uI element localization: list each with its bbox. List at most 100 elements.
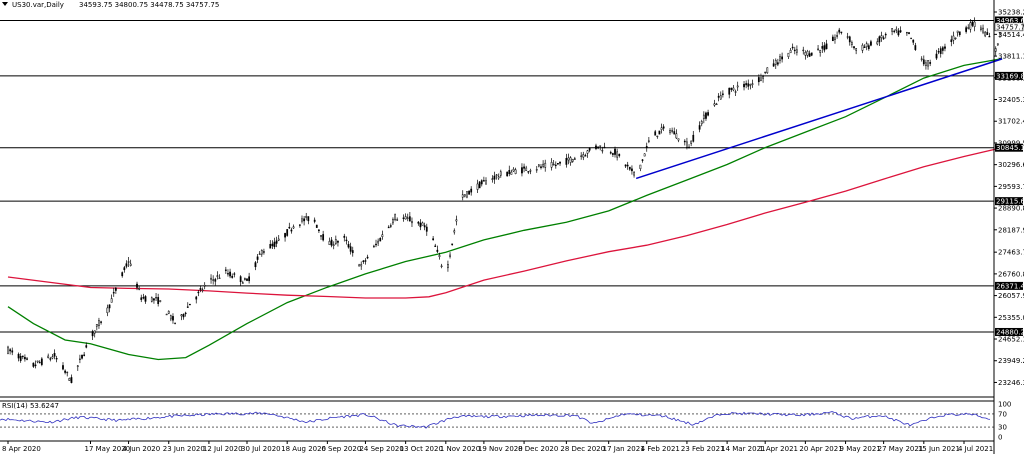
y-tick-label: 32405.30: [998, 96, 1024, 104]
candle-body: [411, 221, 413, 224]
candle-body: [764, 71, 767, 74]
candle-body: [153, 298, 155, 301]
candle-body: [597, 146, 599, 149]
candle-body: [396, 219, 399, 221]
y-tick-label: 23246.30: [998, 379, 1024, 387]
candle-body: [700, 121, 703, 125]
candle-body: [201, 289, 204, 291]
level-label: 33169.87: [996, 72, 1024, 80]
candle-body: [736, 85, 739, 88]
candle-body: [565, 158, 568, 165]
rsi-scale-label: 0: [998, 434, 1002, 442]
candle-body: [506, 171, 509, 177]
candle-body: [461, 194, 464, 198]
rsi-line: [0, 411, 991, 429]
candle-body: [599, 145, 602, 147]
candle-body: [922, 59, 925, 65]
y-tick-label: 35238.20: [998, 9, 1024, 17]
level-label-box: [995, 197, 1023, 206]
candle-body: [419, 222, 422, 228]
candle-body: [641, 159, 644, 161]
candle-body: [150, 297, 153, 302]
candle-body: [239, 276, 242, 283]
candle-body: [402, 217, 405, 219]
x-tick-label: 1 Nov 2020: [440, 445, 480, 453]
candle-body: [810, 52, 813, 56]
candle-body: [647, 140, 650, 142]
candle-body: [867, 45, 870, 49]
candle-body: [662, 126, 665, 129]
level-label-box: [995, 327, 1023, 336]
candle-body: [569, 157, 572, 163]
candle-body: [878, 36, 881, 43]
candle-body: [322, 234, 325, 241]
candle-body: [64, 370, 66, 373]
moving-averages: [7, 57, 1003, 361]
candle-body: [971, 21, 974, 26]
candle-body: [821, 46, 824, 49]
candle-body: [307, 216, 310, 222]
candle-body: [269, 244, 272, 249]
x-tick-label: 8 Apr 2020: [2, 445, 41, 453]
candle-body: [478, 181, 481, 189]
candle-body: [453, 230, 456, 233]
candle-body: [675, 133, 678, 139]
level-label: 29115.64: [996, 198, 1024, 206]
level-label: 26371.49: [996, 282, 1024, 290]
candle-body: [318, 229, 320, 232]
moving-average-line: [7, 146, 1003, 299]
candle-body: [846, 36, 849, 38]
candle-body: [195, 296, 198, 300]
candle-body: [808, 53, 811, 57]
candle-body: [421, 222, 424, 226]
candle-body: [343, 235, 346, 238]
candle-body: [315, 224, 318, 228]
candle-body: [891, 28, 893, 32]
candle-body: [781, 56, 783, 60]
candle-body: [184, 312, 187, 315]
candle-body: [392, 218, 394, 224]
candle-body: [480, 180, 483, 185]
candle-body: [66, 371, 69, 374]
candle-body: [588, 147, 591, 151]
candle-body: [772, 63, 775, 67]
candle-body: [535, 169, 538, 171]
x-tick-label: 28 Dec 2020: [560, 445, 605, 453]
candle-body: [423, 225, 426, 228]
candle-body: [863, 46, 866, 48]
horizontal-levels: [0, 19, 994, 333]
candle-body: [11, 350, 14, 353]
candle-body: [21, 355, 24, 358]
candle-body: [793, 49, 796, 52]
x-tick-label: 23 Feb 2021: [681, 445, 725, 453]
candle-body: [656, 135, 659, 138]
candle-body: [673, 131, 676, 135]
candle-body: [303, 218, 305, 222]
candle-body: [125, 263, 128, 267]
candle-body: [967, 27, 970, 29]
x-tick-label: 14 Mar 2021: [721, 445, 765, 453]
candle-body: [347, 244, 350, 248]
y-tick-label: 34514.40: [998, 31, 1024, 39]
candle-body: [853, 46, 855, 49]
candle-body: [227, 273, 229, 275]
candle-body: [508, 170, 511, 174]
candle-body: [499, 171, 502, 176]
rsi-scale-label: 30: [998, 424, 1007, 432]
candle-body: [514, 169, 517, 174]
candle-body: [789, 50, 792, 54]
candle-body: [19, 356, 22, 361]
candle-body: [791, 46, 794, 49]
candle-body: [707, 112, 709, 116]
candle-body: [601, 149, 604, 152]
dropdown-arrow-icon[interactable]: [2, 2, 8, 6]
candle-body: [377, 240, 380, 244]
candle-body: [645, 146, 648, 149]
y-tick-label: 33811.10: [998, 53, 1024, 61]
candle-body: [525, 167, 528, 171]
candle-body: [654, 131, 657, 136]
rsi-label: RSI(14) 53.6247: [2, 402, 59, 410]
x-tick-label: 17 Jan 2021: [603, 445, 645, 453]
y-tick-label: 26760.80: [998, 270, 1024, 278]
